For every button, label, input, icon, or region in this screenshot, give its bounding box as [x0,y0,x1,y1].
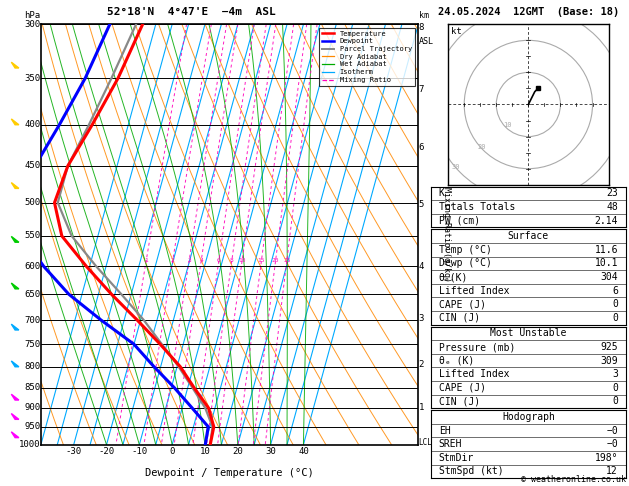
Text: 3: 3 [612,369,618,379]
Text: StmDir: StmDir [438,453,474,463]
Text: Dewp (°C): Dewp (°C) [438,259,491,268]
Text: Totals Totals: Totals Totals [438,202,515,212]
Text: 4: 4 [419,262,424,271]
Text: 950: 950 [25,422,40,431]
Text: LCL: LCL [419,438,433,448]
Text: 10: 10 [199,447,210,456]
Text: km: km [419,11,428,20]
Text: Temp (°C): Temp (°C) [438,245,491,255]
Text: kt: kt [452,27,462,36]
Text: 750: 750 [25,340,40,349]
Text: 800: 800 [25,362,40,371]
Text: 3: 3 [187,258,191,263]
Text: Lifted Index: Lifted Index [438,286,509,295]
Text: -10: -10 [131,447,147,456]
Text: 5: 5 [419,200,424,209]
Text: 1: 1 [144,258,148,263]
Text: −0: −0 [606,426,618,435]
Text: PW (cm): PW (cm) [438,216,480,226]
Text: 450: 450 [25,161,40,171]
Text: 25: 25 [283,258,291,263]
Text: 8: 8 [230,258,234,263]
Legend: Temperature, Dewpoint, Parcel Trajectory, Dry Adiabat, Wet Adiabat, Isotherm, Mi: Temperature, Dewpoint, Parcel Trajectory… [319,28,415,86]
Text: ASL: ASL [419,37,433,46]
Text: 15: 15 [258,258,265,263]
Text: -30: -30 [65,447,82,456]
Text: 52°18'N  4°47'E  −4m  ASL: 52°18'N 4°47'E −4m ASL [108,7,276,17]
Text: 309: 309 [601,356,618,365]
Text: 7: 7 [419,86,424,94]
Text: StmSpd (kt): StmSpd (kt) [438,467,503,476]
Text: 500: 500 [25,198,40,207]
Text: 850: 850 [25,383,40,392]
Text: 0: 0 [612,313,618,323]
Text: 20: 20 [232,447,243,456]
Text: 925: 925 [601,342,618,352]
Text: 30: 30 [265,447,276,456]
Text: 400: 400 [25,120,40,129]
Text: K: K [438,189,445,198]
Text: Pressure (mb): Pressure (mb) [438,342,515,352]
Text: 3: 3 [419,314,424,323]
Text: Mixing Ratio (g/kg): Mixing Ratio (g/kg) [442,187,451,282]
Text: 304: 304 [601,272,618,282]
Text: 6: 6 [612,286,618,295]
Text: 10: 10 [238,258,246,263]
Text: 0: 0 [612,397,618,406]
Text: 6: 6 [419,143,424,152]
Text: 12: 12 [606,467,618,476]
Text: 700: 700 [25,315,40,325]
Text: CIN (J): CIN (J) [438,397,480,406]
Text: © weatheronline.co.uk: © weatheronline.co.uk [521,474,626,484]
Text: 2: 2 [419,360,424,369]
Text: 650: 650 [25,290,40,299]
Text: 20: 20 [272,258,279,263]
Text: 4: 4 [199,258,203,263]
Text: 30: 30 [452,164,460,170]
Text: 350: 350 [25,73,40,83]
Text: 2.14: 2.14 [594,216,618,226]
Text: 8: 8 [419,23,424,32]
Text: 2: 2 [171,258,175,263]
Text: 0: 0 [612,299,618,309]
Text: θₑ (K): θₑ (K) [438,356,474,365]
Text: 1: 1 [419,402,424,412]
Text: EH: EH [438,426,450,435]
Text: Dewpoint / Temperature (°C): Dewpoint / Temperature (°C) [145,468,314,478]
Text: 10.1: 10.1 [594,259,618,268]
Text: 300: 300 [25,20,40,29]
Text: 11.6: 11.6 [594,245,618,255]
Text: 198°: 198° [594,453,618,463]
Text: 550: 550 [25,231,40,241]
Text: CAPE (J): CAPE (J) [438,299,486,309]
Text: 600: 600 [25,262,40,271]
Text: -20: -20 [99,447,114,456]
Text: Surface: Surface [508,231,549,241]
Text: 48: 48 [606,202,618,212]
Text: CAPE (J): CAPE (J) [438,383,486,393]
Text: 1000: 1000 [19,440,40,449]
Text: 0: 0 [612,383,618,393]
Text: 10: 10 [503,122,511,128]
Text: 20: 20 [477,144,486,150]
Text: hPa: hPa [25,11,40,20]
Text: CIN (J): CIN (J) [438,313,480,323]
Text: 40: 40 [298,447,309,456]
Text: 6: 6 [217,258,221,263]
Text: 23: 23 [606,189,618,198]
Text: 0: 0 [169,447,175,456]
Text: 24.05.2024  12GMT  (Base: 18): 24.05.2024 12GMT (Base: 18) [438,7,619,17]
Text: SREH: SREH [438,439,462,449]
Text: Most Unstable: Most Unstable [490,329,567,338]
Text: 900: 900 [25,403,40,413]
Text: θₑ(K): θₑ(K) [438,272,468,282]
Text: Lifted Index: Lifted Index [438,369,509,379]
Text: −0: −0 [606,439,618,449]
Text: Hodograph: Hodograph [502,412,555,422]
